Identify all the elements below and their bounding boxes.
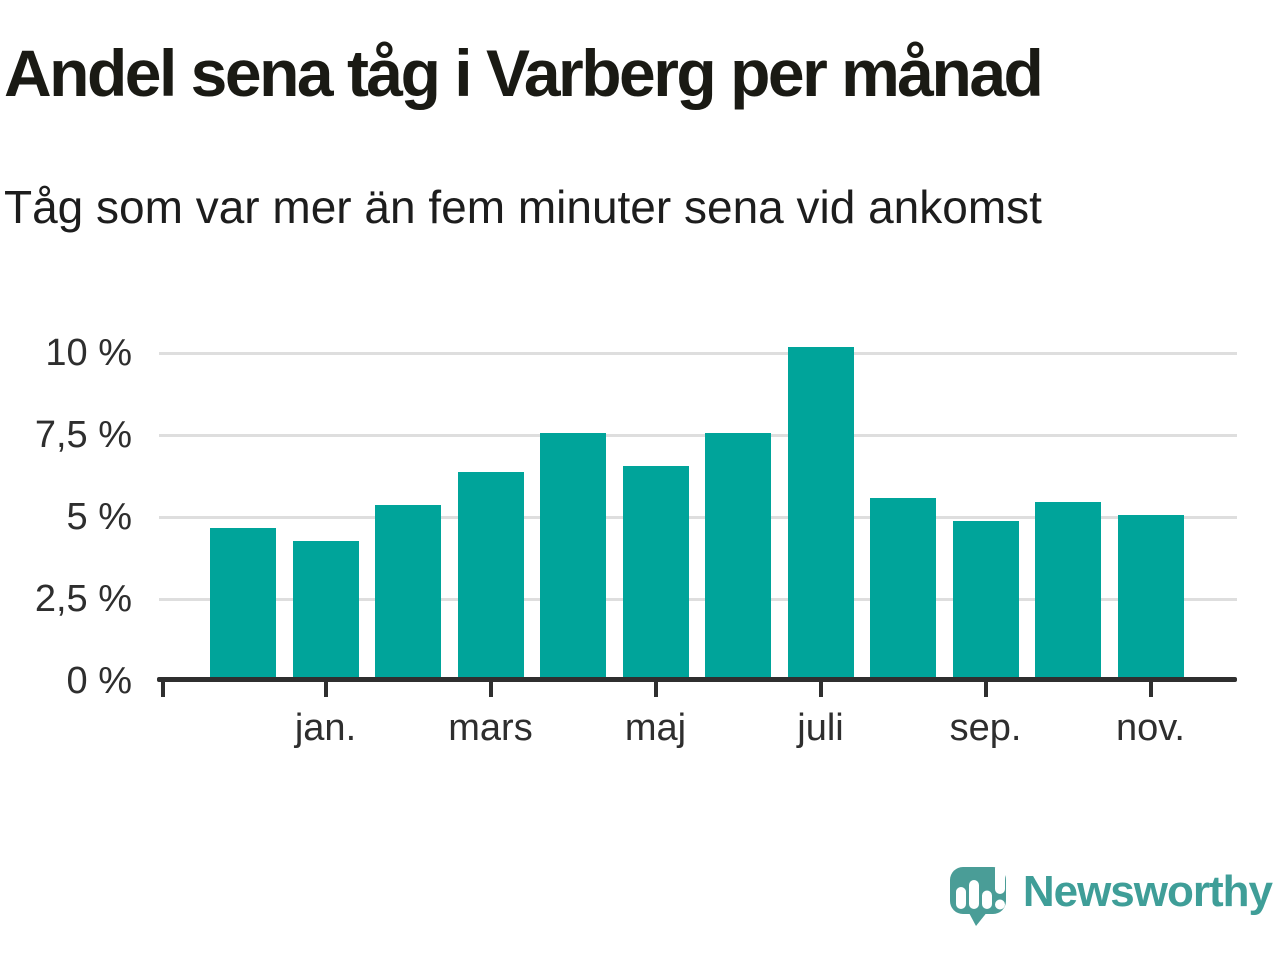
y-axis-tick-label: 10 % (45, 332, 132, 374)
bar-month-1 (210, 527, 276, 682)
x-axis-origin-tick (161, 682, 165, 697)
bar-month-11 (1035, 501, 1101, 682)
gridline-7,5% (159, 434, 1237, 437)
bar-month-8 (787, 347, 854, 682)
newsworthy-brand: Newsworthy (943, 856, 1273, 928)
bar-month-12 (1117, 514, 1184, 682)
x-axis-tick-jan (323, 682, 328, 697)
x-axis-tick-label: juli (797, 707, 844, 749)
x-axis-tick-label: mars (448, 707, 533, 749)
bar-month-5 (540, 432, 606, 682)
x-axis-tick-sep (983, 682, 988, 697)
y-axis-tick-label: 5 % (66, 496, 132, 538)
chart-title: Andel sena tåg i Varberg per månad (4, 36, 1044, 110)
newsworthy-logo-icon (949, 863, 1006, 926)
chart-subtitle: Tåg som var mer än fem minuter sena vid … (4, 181, 1042, 233)
x-axis-tick-mars (488, 682, 493, 697)
bar-month-6 (622, 465, 689, 682)
x-axis-tick-label: sep. (949, 707, 1022, 749)
y-axis-tick-label: 7,5 % (34, 414, 132, 456)
x-axis-tick-juli (818, 682, 823, 697)
x-axis-tick-label: maj (624, 707, 687, 749)
x-axis-tick-label: nov. (1115, 707, 1185, 749)
bar-month-4 (457, 472, 524, 682)
newsworthy-logo-text: Newsworthy (1022, 867, 1273, 916)
bar-month-7 (705, 432, 771, 682)
bar-month-2 (292, 540, 359, 682)
x-axis-tick-nov (1148, 682, 1153, 697)
x-axis-tick-maj (653, 682, 658, 697)
gridline-10% (159, 352, 1237, 355)
x-axis-line (157, 677, 1237, 682)
x-axis-tick-label: jan. (294, 707, 357, 749)
gridline-2,5% (159, 598, 1237, 601)
bar-month-10 (952, 521, 1019, 682)
bar-month-9 (870, 498, 936, 682)
y-axis-tick-label: 0 % (66, 660, 132, 702)
y-axis-tick-label: 2,5 % (34, 578, 132, 620)
bar-month-3 (375, 504, 441, 682)
gridline-5% (159, 516, 1237, 519)
